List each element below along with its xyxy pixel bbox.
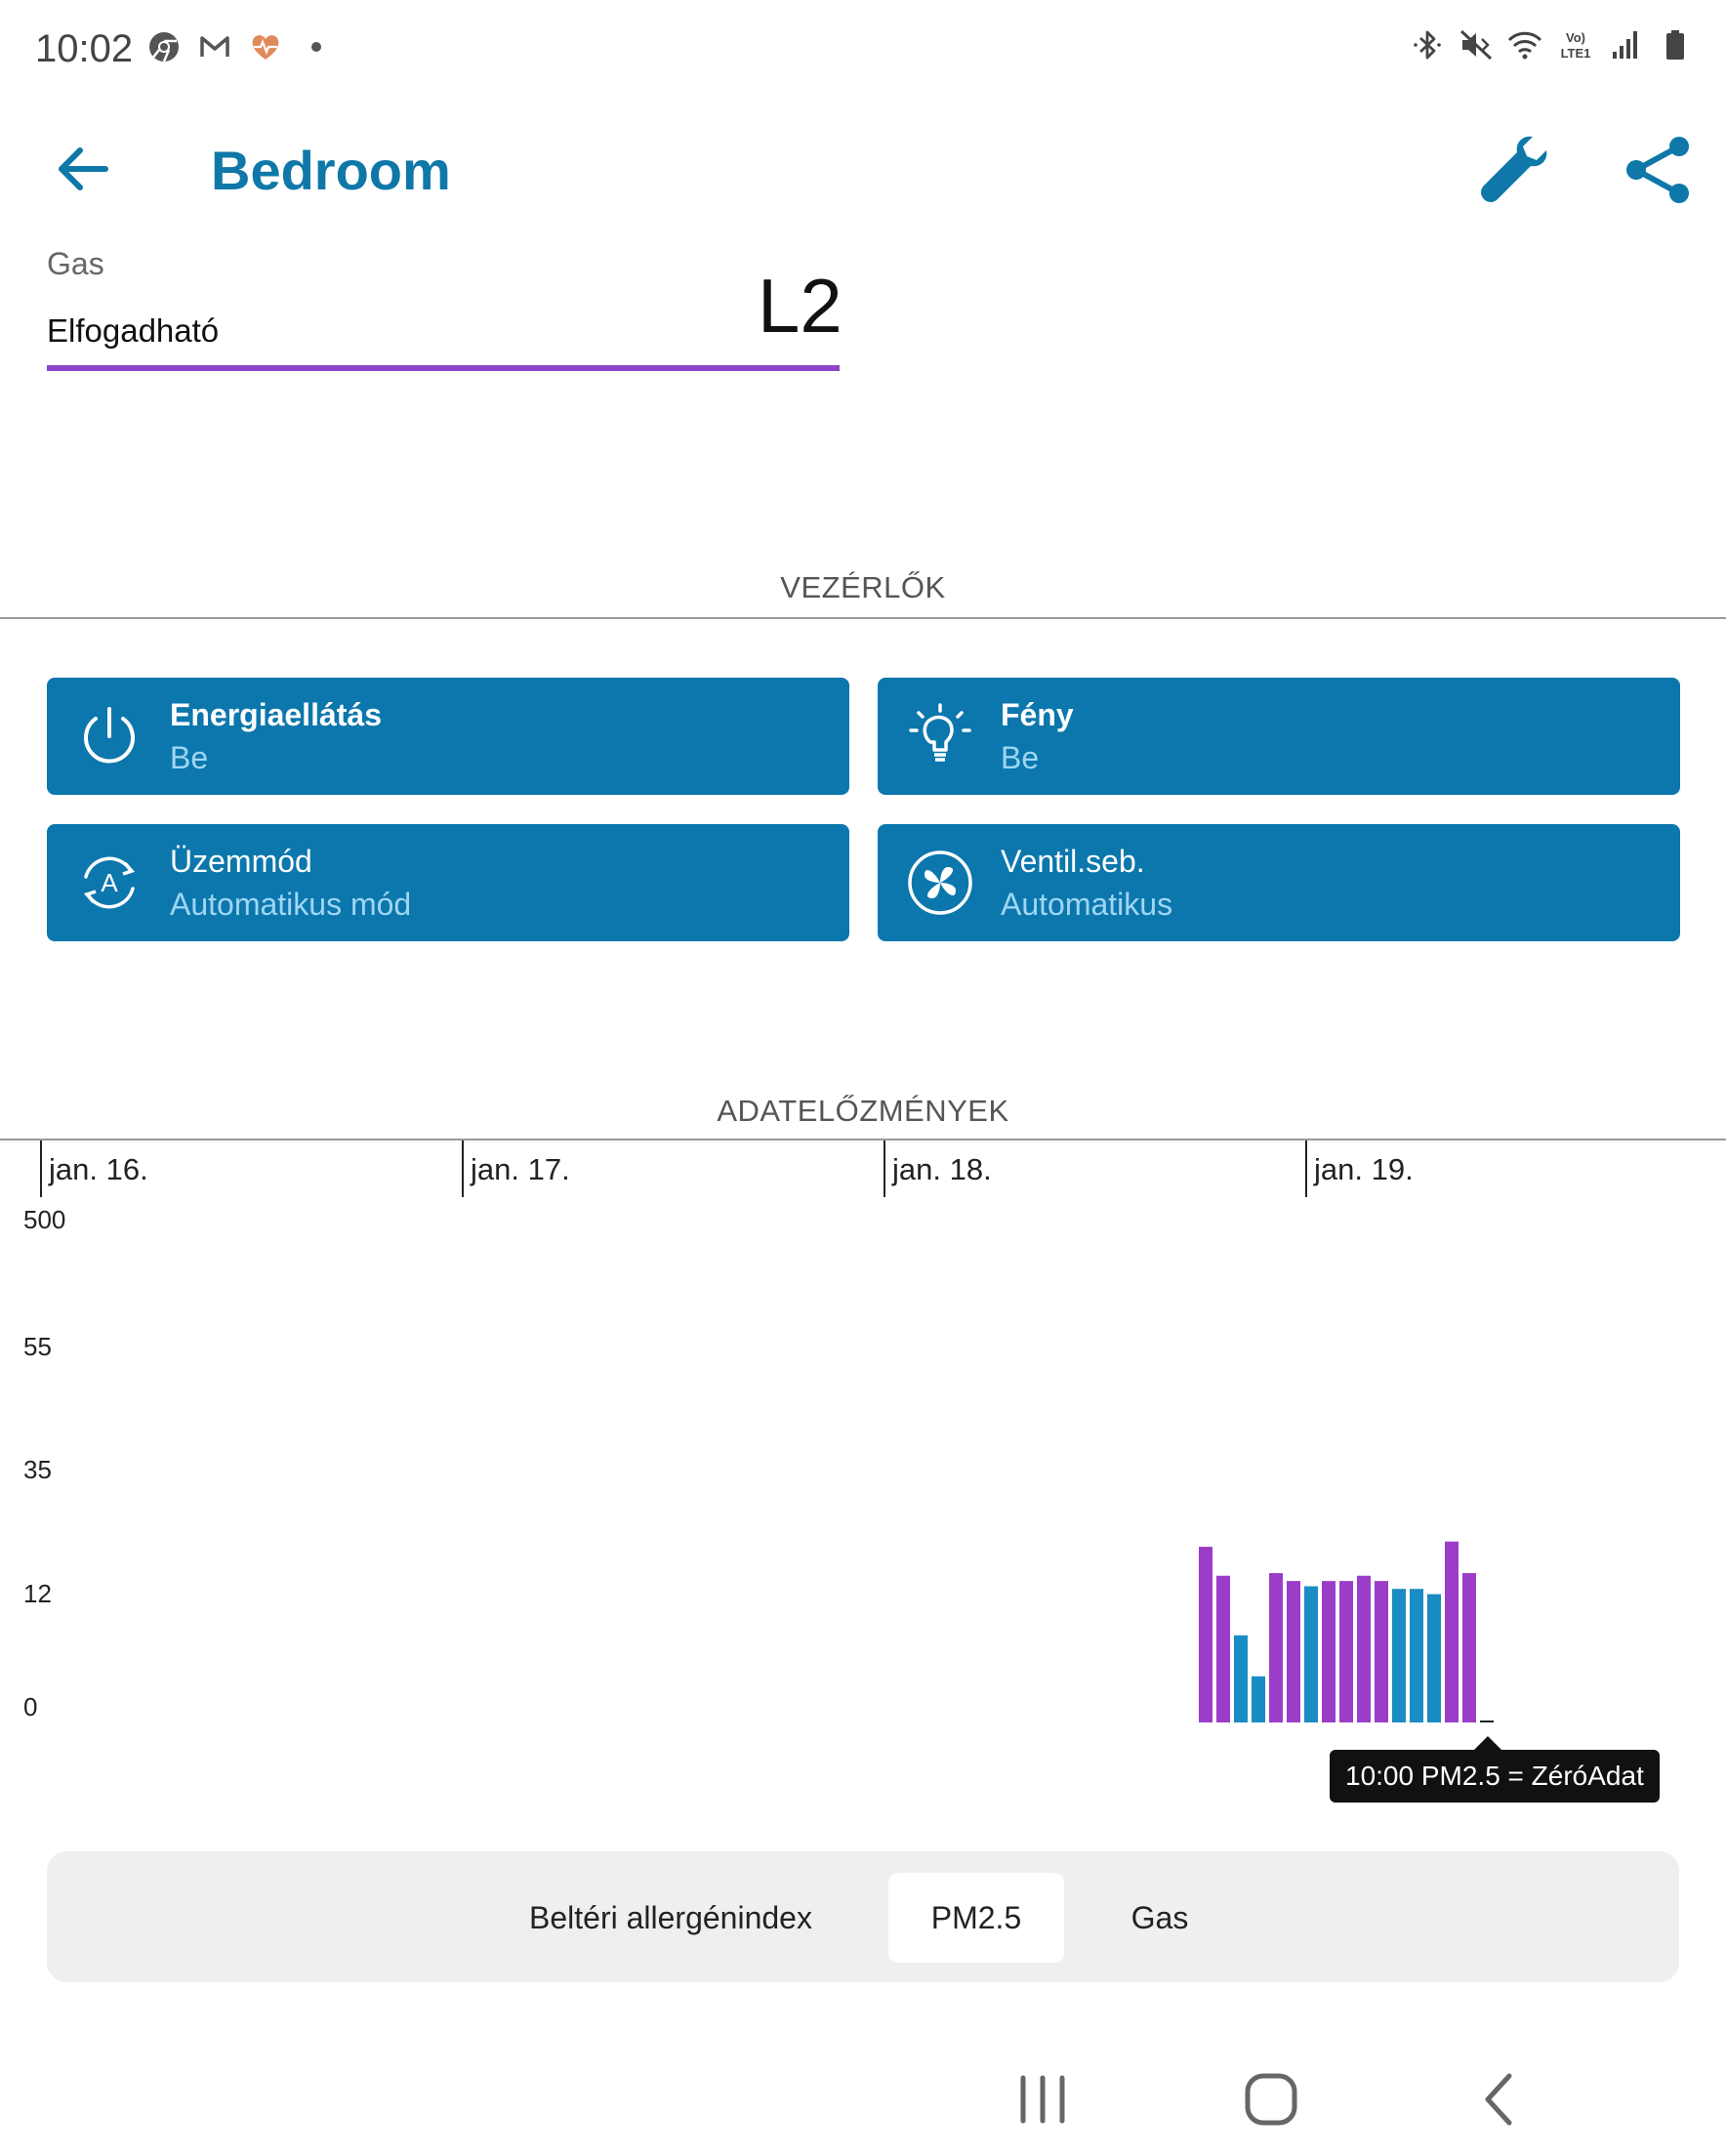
tooltip-arrow — [1474, 1736, 1501, 1750]
mode-tile-title: Üzemmód — [170, 844, 312, 879]
share-icon[interactable] — [1621, 133, 1695, 207]
status-time: 10:02 — [35, 27, 134, 70]
chart-bar — [1410, 1589, 1423, 1722]
arrow-left-icon[interactable] — [49, 135, 117, 203]
gas-label: Gas — [47, 246, 104, 281]
y-tick-label: 0 — [23, 1692, 37, 1721]
auto-mode-icon: A — [83, 856, 136, 909]
mute-icon — [1459, 29, 1493, 61]
history-divider — [0, 1139, 1726, 1140]
app-toolbar: Bedroom — [0, 117, 1726, 225]
y-tick-label: 35 — [23, 1455, 52, 1484]
power-icon — [84, 707, 135, 764]
status-bar: 10:02 — [0, 0, 1726, 102]
metric-selector: Beltéri allergénindex PM2.5 Gas — [47, 1851, 1679, 1982]
chart-bar — [1445, 1541, 1459, 1722]
date-label: jan. 16. — [48, 1152, 148, 1186]
chart-bar — [1322, 1581, 1336, 1722]
pm25-history-chart: jan. 16. jan. 17. jan. 18. jan. 19. 500 55 35 1… — [0, 1133, 1726, 1816]
lightbulb-icon — [909, 703, 971, 762]
signal-icon — [1613, 31, 1637, 59]
light-tile[interactable]: Fény Be — [878, 678, 1680, 795]
date-label: jan. 18. — [891, 1152, 992, 1186]
status-right-icons: Vo) LTE1 — [1410, 27, 1693, 62]
wrench-icon[interactable] — [1474, 129, 1554, 209]
chart-bar — [1392, 1589, 1406, 1722]
gmail-icon — [200, 36, 229, 57]
history-section-title: ADATELŐZMÉNYEK — [717, 1094, 1009, 1128]
tab-pm25[interactable]: PM2.5 — [888, 1873, 1064, 1963]
chart-canvas: jan. 16. jan. 17. jan. 18. jan. 19. 500 55 35 1… — [23, 1140, 1494, 1722]
chart-bar — [1357, 1575, 1371, 1722]
date-label: jan. 17. — [470, 1152, 570, 1186]
power-tile[interactable]: Energiaellátás Be — [47, 678, 849, 795]
fan-speed-tile[interactable]: Ventil.seb. Automatikus — [878, 824, 1680, 941]
y-tick-label: 12 — [23, 1579, 52, 1608]
light-tile-status: Be — [1001, 740, 1040, 775]
fan-speed-tile-title: Ventil.seb. — [1001, 844, 1145, 879]
back-icon[interactable] — [1460, 2060, 1539, 2138]
notification-dot-icon — [311, 42, 321, 52]
chart-bar — [1216, 1575, 1230, 1722]
fan-speed-tile-status: Automatikus — [1001, 887, 1173, 922]
tab-gas[interactable]: Gas — [1130, 1900, 1189, 1935]
gas-level: L2 — [758, 263, 842, 349]
chart-bar — [1199, 1547, 1212, 1722]
health-icon — [252, 35, 279, 60]
y-tick-label: 55 — [23, 1332, 52, 1361]
chart-bar — [1462, 1573, 1476, 1722]
svg-text:A: A — [101, 868, 118, 897]
chart-bar — [1269, 1573, 1283, 1722]
chart-bar — [1287, 1581, 1300, 1722]
chart-bar — [1427, 1594, 1441, 1722]
y-tick-label: 500 — [23, 1205, 65, 1234]
controls-divider — [0, 617, 1726, 619]
mode-tile-status: Automatikus mód — [170, 887, 412, 922]
chart-bar — [1339, 1581, 1353, 1722]
status-left-icons — [146, 29, 334, 64]
chart-bar — [1480, 1721, 1494, 1722]
svg-text:LTE1: LTE1 — [1561, 46, 1591, 61]
power-tile-title: Energiaellátás — [170, 697, 382, 732]
chart-bar — [1234, 1635, 1248, 1722]
home-icon[interactable] — [1232, 2060, 1310, 2138]
fan-icon — [908, 850, 972, 915]
power-tile-status: Be — [170, 740, 209, 775]
tab-allergen-index[interactable]: Beltéri allergénindex — [529, 1900, 812, 1935]
battery-icon — [1666, 30, 1684, 60]
wifi-icon — [1507, 31, 1542, 60]
system-nav-bar — [0, 2051, 1726, 2156]
date-label: jan. 19. — [1313, 1152, 1414, 1186]
controls-section-title: VEZÉRLŐK — [780, 570, 946, 604]
light-tile-title: Fény — [1001, 697, 1074, 732]
page-title: Bedroom — [211, 140, 451, 201]
volte-icon: Vo) LTE1 — [1561, 30, 1591, 61]
chart-bar — [1375, 1581, 1388, 1722]
bluetooth-icon — [1414, 30, 1441, 60]
chrome-icon — [149, 32, 179, 62]
gas-field-underline — [47, 365, 840, 371]
mode-tile[interactable]: A Üzemmód Automatikus mód — [47, 824, 849, 941]
chart-bar — [1252, 1676, 1265, 1722]
chart-tooltip: 10:00 PM2.5 = ZéróAdat — [1330, 1750, 1660, 1803]
chart-bar — [1304, 1586, 1318, 1722]
svg-text:Vo): Vo) — [1566, 30, 1585, 45]
recent-apps-icon[interactable] — [1004, 2060, 1082, 2138]
gas-status-value: Elfogadható — [47, 312, 220, 349]
